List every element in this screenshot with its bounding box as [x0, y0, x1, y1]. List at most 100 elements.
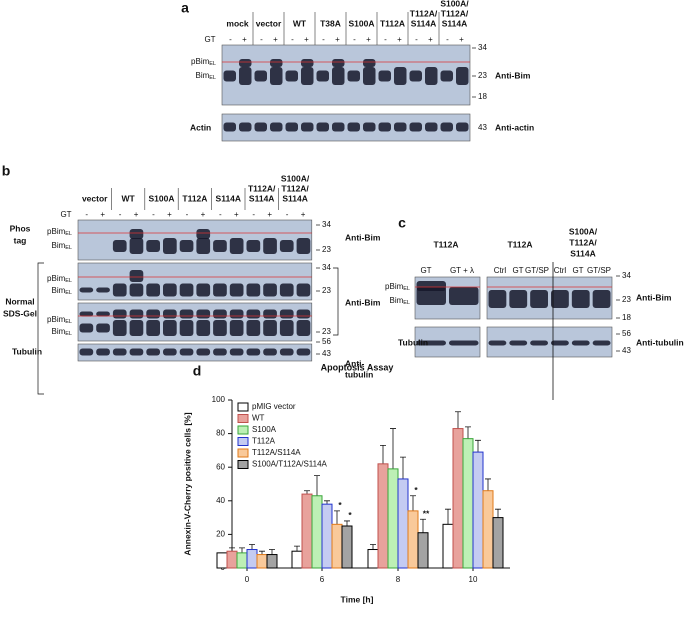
- error-bar: [259, 550, 265, 555]
- antibody-label: Anti-Bim: [345, 297, 381, 307]
- band: [213, 320, 227, 336]
- significance: **: [423, 509, 430, 519]
- band-label: BimEL: [51, 286, 72, 296]
- lane-header: T112A/: [441, 8, 469, 18]
- error-bar: [249, 544, 255, 550]
- band: [196, 309, 211, 319]
- error-bar: [334, 510, 340, 525]
- gt-sign: -: [446, 35, 449, 44]
- band-label-sub: EL: [209, 61, 216, 67]
- lane-header: S114A: [216, 193, 242, 203]
- marker-label: 18: [478, 92, 487, 101]
- band-label-sub: EL: [403, 286, 410, 292]
- band-label-sub: EL: [65, 245, 72, 251]
- significance: *: [348, 510, 352, 520]
- band: [279, 283, 294, 297]
- band: [363, 122, 376, 132]
- gt-sign: +: [304, 35, 309, 44]
- bracket: [333, 267, 339, 336]
- band: [112, 320, 127, 336]
- band: [96, 311, 110, 317]
- band: [416, 287, 446, 305]
- y-tick-label: 100: [212, 395, 226, 404]
- marker-label: 43: [478, 123, 487, 132]
- blot: [77, 343, 313, 362]
- legend-label: WT: [252, 414, 265, 423]
- gt-sign: +: [134, 210, 139, 219]
- lane-header: vector: [82, 193, 108, 203]
- band: [196, 238, 211, 254]
- bar: [472, 451, 484, 569]
- band: [285, 70, 298, 82]
- band: [270, 59, 283, 67]
- gt-sign: +: [428, 35, 433, 44]
- lane-header: S100A: [149, 193, 175, 203]
- lane-header: T112A/: [281, 183, 309, 193]
- lane-label: GT: [572, 266, 583, 275]
- band: [79, 323, 94, 333]
- error-bar: [400, 456, 406, 479]
- band: [301, 67, 314, 85]
- antibody-label: tubulin: [345, 369, 373, 379]
- marker-label: 23: [322, 286, 331, 295]
- band: [179, 348, 194, 356]
- error-bar: [294, 545, 300, 552]
- band: [254, 122, 267, 132]
- band-label-main: Bim: [51, 286, 65, 295]
- lane-label: Ctrl: [494, 266, 507, 275]
- band: [296, 238, 311, 254]
- band-label: pBimEL: [385, 282, 410, 292]
- gt-sign: -: [152, 210, 155, 219]
- lane-label: GT: [512, 266, 523, 275]
- bar: [452, 428, 464, 569]
- gt-sign: -: [286, 210, 289, 219]
- lane-header: WT: [293, 18, 307, 28]
- panel-label: a: [181, 0, 189, 16]
- band: [378, 70, 391, 82]
- marker-label: 43: [622, 346, 631, 355]
- band-label: pBimEL: [47, 315, 72, 325]
- band: [112, 309, 127, 319]
- band: [229, 238, 244, 254]
- band: [129, 320, 144, 336]
- band: [213, 283, 227, 297]
- gt-sign: -: [384, 35, 387, 44]
- bar: [482, 490, 494, 569]
- band: [416, 281, 446, 291]
- band: [213, 240, 227, 252]
- error-bar: [324, 500, 330, 505]
- marker-label: 23: [622, 295, 631, 304]
- significance: *: [414, 485, 418, 495]
- band: [409, 70, 422, 82]
- gt-sign: +: [242, 35, 247, 44]
- band: [332, 122, 345, 132]
- band: [196, 348, 211, 356]
- error-bar: [380, 444, 386, 464]
- band-label-main: Bim: [389, 296, 403, 305]
- gt-sign: +: [234, 210, 239, 219]
- y-axis-label: Annexin-V-Cherry positive cells [%]: [182, 412, 192, 555]
- panel-label: b: [2, 163, 11, 179]
- error-bar: [229, 547, 235, 552]
- band: [449, 340, 479, 346]
- band: [229, 283, 244, 297]
- lane-header: mock: [226, 18, 248, 28]
- band: [571, 340, 590, 346]
- bar: [407, 510, 419, 569]
- bar: [387, 468, 399, 569]
- band-label-main: pBim: [47, 274, 66, 283]
- bar: [377, 463, 389, 569]
- error-bar: [420, 518, 426, 533]
- band: [146, 320, 160, 336]
- gt-sign: -: [353, 35, 356, 44]
- antibody-label: Anti-Bim: [636, 292, 672, 302]
- bar: [301, 493, 313, 569]
- band: [263, 283, 277, 297]
- chart-title: Apoptosis Assay: [321, 362, 394, 372]
- band-label-main: pBim: [385, 282, 404, 291]
- gt-sign: -: [119, 210, 122, 219]
- band: [196, 283, 211, 297]
- band: [394, 67, 407, 85]
- marker-label: 56: [322, 337, 331, 346]
- band: [316, 122, 329, 132]
